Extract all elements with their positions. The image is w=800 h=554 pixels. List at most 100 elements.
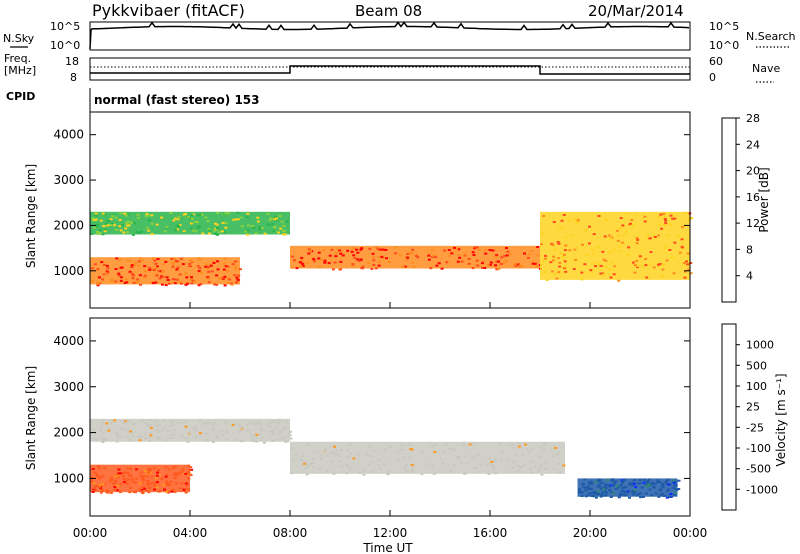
data-cell xyxy=(656,481,660,483)
data-cell xyxy=(126,213,130,216)
data-cell xyxy=(512,461,516,464)
data-cell xyxy=(362,473,366,476)
data-cell xyxy=(583,478,587,481)
data-cell xyxy=(226,265,230,268)
data-cell xyxy=(305,443,309,446)
data-cell xyxy=(597,493,601,496)
data-cell xyxy=(161,275,165,278)
data-cell xyxy=(184,472,188,475)
data-cell xyxy=(681,246,685,249)
data-cell xyxy=(405,470,409,473)
data-cell xyxy=(642,495,645,498)
data-cell xyxy=(166,482,170,485)
data-cell xyxy=(99,229,102,232)
data-cell xyxy=(385,257,388,260)
data-cell xyxy=(164,284,168,287)
data-cell xyxy=(669,214,673,217)
data-cell xyxy=(380,255,384,258)
data-cell xyxy=(181,468,185,471)
x-tick-label: 20:00 xyxy=(573,526,608,540)
data-cell xyxy=(162,419,166,422)
data-cell xyxy=(138,274,142,277)
nsky-tick-bottom: 10^0 xyxy=(50,39,80,52)
colorbar-tick-label: -1000 xyxy=(746,483,778,496)
data-cell xyxy=(171,467,175,470)
data-cell xyxy=(121,421,125,424)
data-cell xyxy=(468,443,472,446)
data-cell xyxy=(394,252,397,255)
data-cell xyxy=(571,234,575,237)
data-cell xyxy=(341,254,345,257)
data-cell xyxy=(311,462,315,464)
data-cell xyxy=(114,229,118,231)
data-cell xyxy=(620,241,624,244)
data-cell xyxy=(539,466,542,469)
data-cell xyxy=(110,478,114,481)
data-cell xyxy=(521,453,524,456)
data-cell xyxy=(178,281,182,284)
data-cell xyxy=(102,263,106,266)
data-cell xyxy=(605,218,609,221)
data-cell xyxy=(161,270,165,273)
data-cell xyxy=(664,222,668,225)
data-cell xyxy=(334,252,338,255)
data-cell xyxy=(279,227,283,230)
data-cell xyxy=(536,254,540,257)
data-cell xyxy=(127,220,131,223)
data-cell xyxy=(361,469,365,472)
data-cell xyxy=(564,244,568,247)
data-cell xyxy=(165,225,169,228)
data-cell xyxy=(252,435,256,438)
data-cell xyxy=(528,253,532,256)
data-cell xyxy=(282,229,285,232)
data-cell xyxy=(201,232,205,235)
data-cell xyxy=(178,487,182,490)
data-cell xyxy=(132,281,136,284)
data-cell xyxy=(427,252,431,255)
data-cell xyxy=(676,235,680,238)
data-cell xyxy=(603,483,607,486)
data-cell xyxy=(192,426,196,429)
data-cell xyxy=(155,429,159,432)
data-cell xyxy=(223,257,227,260)
data-cell xyxy=(216,436,220,439)
data-cell xyxy=(630,490,634,493)
data-cell xyxy=(126,482,130,485)
data-cell xyxy=(400,444,404,447)
data-cell xyxy=(377,264,381,267)
data-cell xyxy=(149,469,153,472)
data-cell xyxy=(136,213,140,216)
data-cell xyxy=(109,476,113,479)
data-cell xyxy=(545,467,549,470)
data-cell xyxy=(686,252,690,255)
data-cell xyxy=(367,262,370,265)
data-cell xyxy=(636,265,640,267)
data-cell xyxy=(481,266,484,269)
data-cell xyxy=(105,422,109,425)
data-cell xyxy=(143,469,147,472)
data-cell xyxy=(198,419,202,422)
data-cell xyxy=(166,279,170,281)
data-cell xyxy=(160,430,164,432)
data-cell xyxy=(212,440,215,443)
data-cell xyxy=(584,489,588,492)
data-cell xyxy=(561,256,565,258)
data-cell xyxy=(597,480,601,483)
data-cell xyxy=(662,495,666,497)
data-cell xyxy=(618,245,622,248)
data-cell xyxy=(190,282,194,285)
data-cell xyxy=(98,484,102,486)
data-cell xyxy=(669,493,673,495)
data-cell xyxy=(218,277,222,280)
data-cell xyxy=(384,249,388,251)
data-cell xyxy=(453,246,456,249)
data-cell xyxy=(139,283,142,286)
data-cell xyxy=(233,260,237,263)
data-cell xyxy=(105,491,109,493)
data-cell xyxy=(672,481,676,484)
data-cell xyxy=(587,485,591,488)
data-cell xyxy=(187,264,191,267)
data-cell xyxy=(575,221,579,224)
data-cell xyxy=(333,261,337,264)
data-cell xyxy=(319,454,323,457)
